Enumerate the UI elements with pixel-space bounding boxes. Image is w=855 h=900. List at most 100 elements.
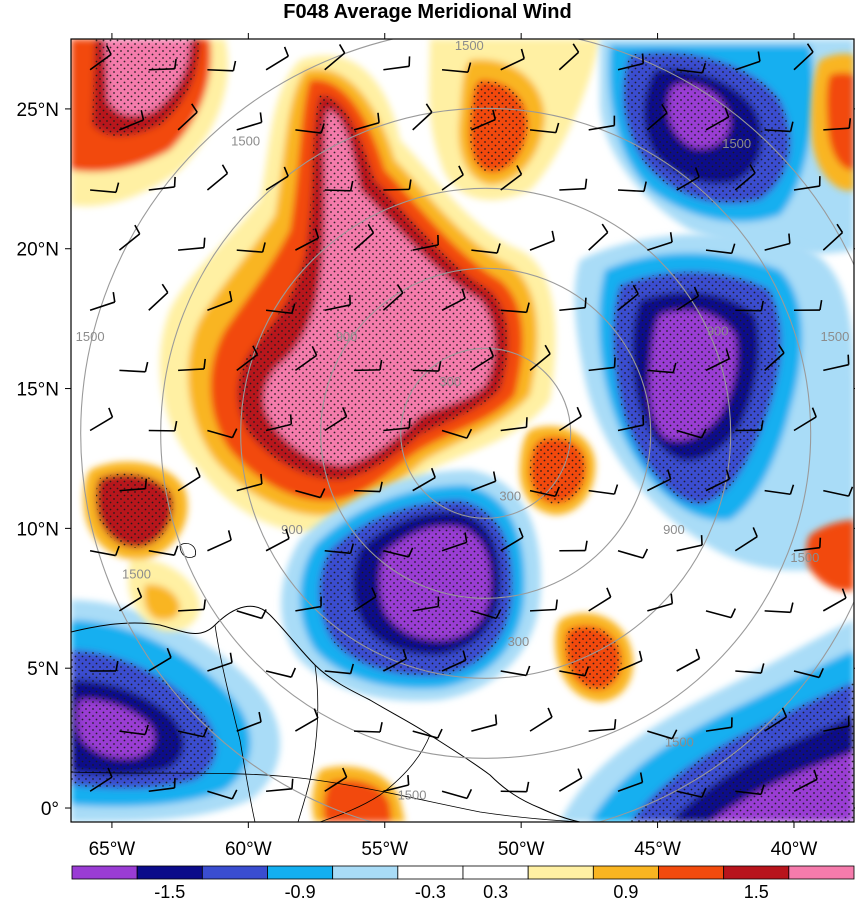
wind-barb [676, 63, 707, 74]
wind-barb [471, 714, 498, 732]
colorbar-swatch [267, 865, 334, 880]
wind-barb [647, 729, 678, 740]
colorbar-swatch [527, 865, 594, 880]
wind-barb [354, 359, 383, 372]
wind-barb [500, 302, 530, 314]
wind-barb [705, 608, 737, 619]
positive-cell-northeast-edge-core [826, 72, 854, 171]
colorbar-label: -1.5 [154, 882, 185, 900]
colorbar-label: 0.9 [613, 882, 638, 900]
country-border-1 [214, 624, 256, 822]
colorbar-label: -0.3 [415, 882, 446, 900]
wind-barb [177, 467, 201, 492]
wind-barb [383, 56, 411, 71]
wind-barb [764, 484, 795, 496]
wind-barb [823, 354, 850, 372]
wind-barb [207, 291, 233, 312]
wind-barb [265, 303, 296, 315]
country-border-2 [297, 664, 319, 822]
range-ring-label: 300 [508, 634, 530, 649]
wind-barb [471, 609, 502, 620]
wind-barb [471, 471, 497, 492]
wind-barb [735, 51, 761, 71]
range-ring-label: 1500 [820, 329, 849, 344]
stipple-northeast [622, 52, 791, 204]
wind-barb [178, 237, 206, 251]
wind-barb [676, 648, 701, 672]
wind-barb [617, 181, 647, 193]
colorbar-swatch [71, 865, 138, 880]
wind-barb [529, 344, 551, 371]
wind-barb [265, 667, 297, 678]
wind-barb [412, 103, 433, 131]
longitude-axis: 65°W 60°W 55°W 50°W 45°W 40°W [89, 33, 817, 860]
range-ring [320, 267, 652, 599]
wind-barbs [89, 43, 854, 800]
wind-barb [119, 478, 148, 492]
range-ring-label: 1500 [790, 550, 819, 565]
wind-barb [558, 768, 583, 792]
wind-barb [119, 361, 149, 373]
range-ring [400, 347, 572, 519]
wind-barb [676, 535, 703, 552]
wind-barb [265, 528, 290, 552]
wind-barb [617, 415, 645, 432]
wind-barb [823, 486, 854, 497]
wind-barb [412, 234, 439, 251]
stipple-west-cell [96, 473, 174, 548]
wind-barb [735, 663, 765, 674]
wind-barb [647, 593, 674, 612]
wind-barb [793, 667, 824, 679]
wind-barb [558, 406, 582, 432]
wind-barb [764, 602, 794, 614]
wind-barb [588, 719, 617, 732]
wind-barb [178, 358, 206, 372]
wind-barb [500, 781, 530, 793]
wind-barb [382, 284, 404, 311]
wind-barb [793, 176, 821, 191]
wind-barb [823, 118, 852, 131]
wind-barb [793, 300, 823, 312]
lat-tick-label: 5°N [27, 659, 59, 680]
colorbar-swatch [332, 865, 399, 880]
wind-barb [735, 300, 764, 312]
wind-barb [177, 103, 198, 131]
wind-barb [207, 530, 232, 552]
wind-barb [617, 284, 639, 311]
wind-barb [236, 345, 259, 372]
wind-barb [705, 348, 731, 372]
colorbar-swatch [462, 865, 529, 880]
range-ring-label: 300 [499, 488, 521, 503]
wind-barb [647, 232, 673, 251]
wind-barb [705, 107, 730, 131]
wind-barb [294, 708, 319, 732]
wind-barb [441, 532, 468, 552]
wind-barb [676, 428, 707, 439]
wind-barb [177, 727, 209, 738]
lon-tick-label: 45°W [634, 839, 681, 860]
wind-barb [500, 165, 523, 191]
wind-barb [207, 789, 238, 800]
range-ring-label: 1500 [122, 567, 151, 582]
wind-barb [295, 488, 326, 499]
wind-barb [324, 543, 355, 555]
wind-barb [89, 545, 120, 557]
range-ring-label: 1500 [76, 329, 105, 344]
wind-barb [119, 724, 149, 736]
wind-barb [647, 362, 677, 374]
wind-barb [588, 357, 616, 372]
wind-barb [676, 167, 700, 191]
wind-barb [500, 527, 524, 552]
latitude-axis: 0° 5°N 10°N 15°N 20°N 25°N [17, 100, 855, 820]
wind-barb [617, 53, 645, 71]
wind-barb [676, 787, 707, 798]
wind-barb [148, 420, 178, 432]
positive-cell-south-west-core [144, 584, 180, 620]
wind-barb [793, 769, 818, 792]
wind-barb [441, 288, 466, 311]
wind-barb [500, 48, 525, 71]
wind-barb [324, 180, 354, 192]
wind-barb [559, 666, 590, 677]
wind-barb [265, 46, 290, 71]
